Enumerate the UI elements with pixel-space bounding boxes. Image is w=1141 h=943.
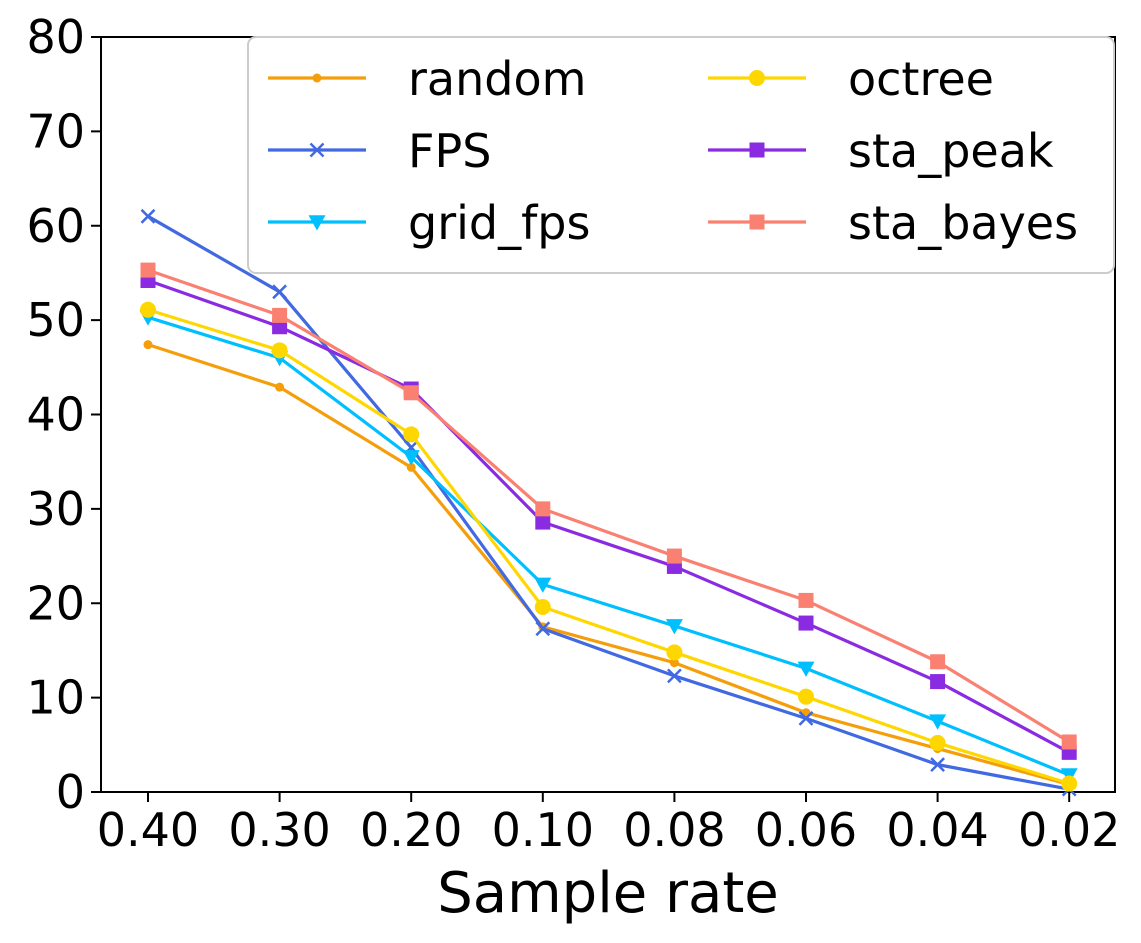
legend-item-random: random [268,52,586,106]
x-tick-label: 0.20 [360,803,462,857]
series-octree [140,301,1078,792]
data-point-octree [1061,775,1078,792]
data-point-FPS-stroke [667,668,682,684]
y-tick-label: 80 [26,10,85,64]
data-point-grid_fps [534,577,552,593]
y-tick-label: 40 [26,388,85,442]
data-point-sta_bayes [403,385,419,401]
data-point-FPS [798,711,814,726]
data-point-sta_bayes [666,548,682,564]
data-point-sta_bayes [140,262,156,278]
data-point-FPS [140,208,156,224]
data-point-sta_peak [272,319,288,335]
x-tick-label: 0.02 [1018,803,1120,857]
x-tick-label: 0.04 [886,803,988,857]
data-point-octree [929,734,946,751]
legend-marker [312,73,322,83]
data-point-FPS [930,757,945,773]
series-line-octree [147,308,1070,786]
series-layer [139,208,1078,797]
data-point-random [669,658,679,668]
legend-marker [749,70,765,86]
y-tick-label: 20 [26,576,85,630]
data-point-grid_fps [665,619,683,635]
data-point-octree [798,688,814,705]
legend-item-grid_fps: grid_fps [268,196,590,250]
legend-label: sta_bayes [848,196,1078,250]
series-line-sta_bayes [147,268,1071,744]
data-point-FPS-stroke [930,757,945,773]
legend-marker [309,142,325,158]
data-point-octree [534,599,551,616]
data-point-grid_fps [797,661,815,677]
data-point-FPS-stroke [272,284,287,300]
legend-frame [247,36,1115,274]
legend-item-FPS: FPS [268,124,491,178]
legend-marker-stroke [309,142,325,158]
series-line-sta_peak [147,278,1070,754]
data-point-random [275,382,285,392]
y-tick-label: 30 [26,482,85,536]
y-tick-label: 10 [26,671,85,725]
data-point-FPS [535,621,551,637]
y-tick-label: 0 [56,765,85,819]
legend-item-octree: octree [708,52,994,106]
series-grid_fps [139,310,1078,784]
data-point-FPS-stroke [535,621,551,637]
legend-label: sta_peak [848,124,1054,178]
data-point-sta_bayes [1061,734,1077,750]
data-point-FPS [667,668,682,684]
series-sta_bayes [140,262,1077,750]
data-point-sta_peak [930,674,946,690]
y-tick-label: 60 [26,199,85,253]
legend-marker [308,215,326,231]
axes: 0 10 20 30 40 50 60 70 80 0.40 0.30 0.20 0.10 0.08 0.0… [26,10,1120,857]
series-line-random [147,343,1070,786]
data-point-sta_peak [535,514,551,530]
data-point-FPS-stroke [798,711,814,726]
legend: random FPS grid_fps octree sta_peak sta_bayes [247,36,1115,274]
data-point-FPS-stroke [140,208,156,224]
legend-label: grid_fps [408,196,590,250]
x-tick-label: 0.10 [492,803,594,857]
y-tick-label: 50 [26,293,85,347]
x-tick-label: 0.40 [97,803,199,857]
data-point-grid_fps [402,450,420,466]
data-point-random [143,340,153,350]
x-tick-label: 0.08 [623,803,725,857]
data-point-FPS [272,284,287,300]
series-FPS [140,208,1077,797]
legend-marker [749,214,765,230]
data-point-sta_bayes [272,307,288,323]
series-line-grid_fps [147,315,1070,777]
data-point-octree [666,644,683,661]
legend-label: random [408,52,586,106]
data-point-sta_bayes [798,592,814,608]
series-line-FPS [147,214,1070,791]
legend-label: octree [848,52,994,106]
data-point-sta_peak [798,615,814,631]
legend-item-sta_peak: sta_peak [708,124,1054,178]
y-tick-label: 70 [26,104,85,158]
legend-marker [749,142,765,158]
x-tick-label: 0.30 [228,803,330,857]
data-point-random [406,462,416,472]
data-point-octree [403,426,420,443]
x-axis-label: Sample rate [437,861,779,926]
x-tick-label: 0.06 [755,803,857,857]
legend-label: FPS [408,124,491,178]
data-point-sta_bayes [930,654,946,670]
data-point-sta_bayes [535,501,551,517]
legend-item-sta_bayes: sta_bayes [708,196,1078,250]
data-point-octree [140,301,156,318]
data-point-octree [271,342,288,359]
data-point-grid_fps [929,714,947,730]
